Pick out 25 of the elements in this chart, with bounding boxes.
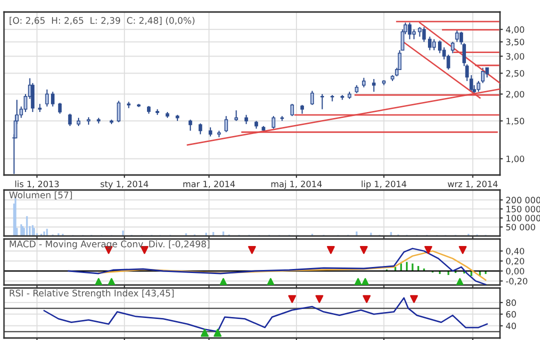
y-tick-label: 0,00 xyxy=(506,268,524,276)
y-tick-label: 0,40 xyxy=(506,248,524,256)
chart-title: Wolumen [57] xyxy=(9,191,72,200)
y-tick-label: 2,50 xyxy=(506,70,524,78)
y-tick-label: 1,00 xyxy=(506,156,524,164)
y-tick-label: 2,00 xyxy=(506,90,524,98)
y-tick-label: 3,50 xyxy=(506,38,524,46)
chart-title: MACD - Moving Average Conv. Div. [-0,2498] xyxy=(10,240,210,250)
y-tick-label: 3,00 xyxy=(506,53,524,61)
x-tick-label: sty 1, 2014 xyxy=(100,180,148,189)
x-tick-label: wrz 1, 2014 xyxy=(448,180,498,188)
x-tick-label: mar 1, 2014 xyxy=(183,180,235,188)
x-tick-label: maj 1, 2014 xyxy=(271,180,322,189)
y-tick-label: 0,20 xyxy=(506,258,524,266)
x-tick-label: lis 1, 2013 xyxy=(15,180,59,188)
y-tick-label: 40 xyxy=(506,322,516,330)
x-tick-label: lip 1, 2014 xyxy=(362,180,406,189)
y-tick-label: 1,50 xyxy=(506,118,524,126)
y-tick-label: 50 000 xyxy=(506,224,536,230)
y-tick-label: 4,00 xyxy=(506,26,524,34)
chart-title: [O: 2,65 H: 2,65 L: 2,39 C: 2,48] (0,0%) xyxy=(10,16,194,25)
y-tick-label: 60 xyxy=(506,311,516,318)
y-tick-label: -0,20 xyxy=(506,278,528,286)
chart-title: RSI - Relative Strength Index [43,45] xyxy=(10,290,174,298)
y-tick-label: 80 xyxy=(506,299,516,306)
